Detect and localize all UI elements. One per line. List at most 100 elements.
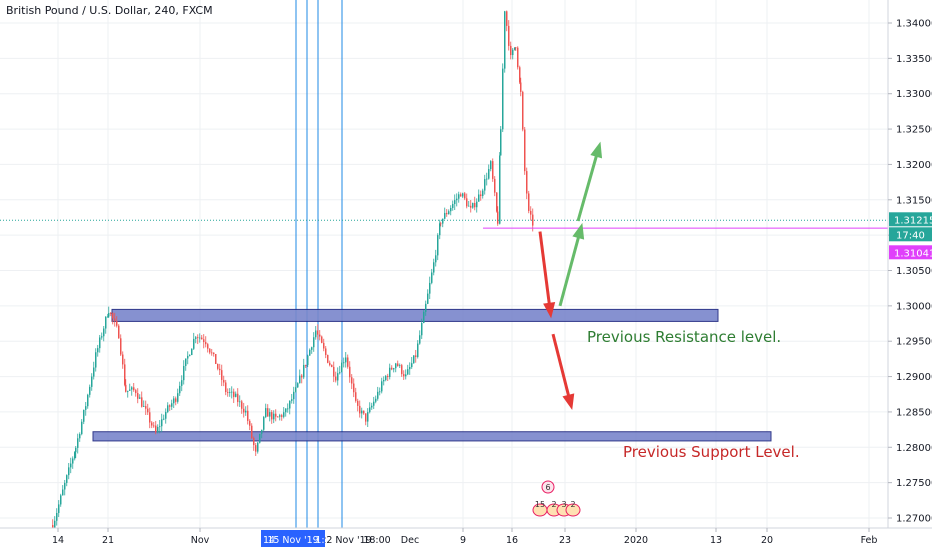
candle-body	[301, 375, 303, 378]
time-highlight-label: 1:	[315, 535, 324, 546]
candle-body	[66, 475, 68, 483]
candle-body	[245, 410, 247, 413]
candle-body	[279, 415, 281, 417]
candle-body	[56, 512, 58, 521]
candle-body	[315, 330, 317, 338]
candle-body	[219, 368, 221, 371]
candle-body	[108, 312, 110, 317]
arrow[interactable]	[576, 149, 600, 222]
annotations[interactable]: Previous Resistance level. Previous Suppo…	[587, 328, 800, 461]
candle-body	[482, 190, 484, 196]
candle-body	[235, 393, 237, 397]
candle-body	[189, 355, 191, 356]
candle-body	[233, 391, 235, 397]
candle-body	[437, 235, 439, 256]
price-tick-label: 1.33500	[896, 54, 932, 65]
candle-body	[295, 387, 297, 392]
candle-body	[385, 375, 387, 380]
candle-body	[517, 47, 519, 68]
arrow[interactable]	[551, 333, 572, 402]
candle-body	[151, 422, 153, 426]
candle-body	[522, 91, 524, 130]
candle-body	[397, 363, 399, 367]
candle-body	[110, 312, 112, 314]
candle-body	[277, 416, 279, 418]
candle-body	[399, 365, 401, 367]
candle-body	[474, 203, 476, 208]
resistance-zone[interactable]	[111, 308, 719, 322]
candle-body	[367, 412, 369, 422]
candle-body	[54, 520, 56, 530]
horizontal-lines[interactable]	[0, 219, 888, 229]
price-tick-label: 1.27500	[896, 478, 932, 489]
candle-body	[221, 370, 223, 380]
candle-body	[265, 408, 267, 418]
price-axis[interactable]: 1.34000 1.33500 1.33000 1.32500 1.32000 1.315…	[887, 0, 932, 550]
candle-body	[327, 354, 329, 363]
candle-body	[497, 211, 499, 224]
price-tick-label: 1.34000	[896, 19, 932, 30]
candle-body	[275, 413, 277, 417]
event-badge	[565, 503, 581, 517]
candle-body	[347, 357, 349, 367]
candle-body	[81, 421, 83, 435]
candle-body	[163, 418, 165, 420]
last-price-label: 1.31215	[894, 215, 932, 226]
candle-body	[407, 369, 409, 375]
candle-body	[339, 372, 341, 374]
candle-body	[401, 365, 403, 375]
zones[interactable]	[92, 308, 772, 442]
candle-body	[464, 193, 466, 199]
candle-body	[211, 352, 213, 354]
candle-body	[145, 406, 147, 409]
candle-body	[213, 352, 215, 354]
arrow[interactable]	[538, 231, 552, 310]
candle-body	[271, 412, 273, 420]
candle-body	[62, 489, 64, 496]
candle-body	[133, 387, 135, 391]
price-tick-label: 1.28500	[896, 407, 932, 418]
candle-body	[95, 352, 97, 368]
candle-body	[89, 386, 91, 395]
arrows[interactable]	[538, 141, 603, 411]
candle-body	[524, 129, 526, 172]
support-label: Previous Support Level.	[623, 443, 800, 461]
price-tick-label: 1.32500	[896, 125, 932, 136]
candle-body	[307, 355, 309, 365]
candle-body	[283, 412, 285, 417]
candle-body	[74, 452, 76, 459]
price-tick-label: 1.32000	[896, 160, 932, 171]
candle-body	[114, 318, 116, 321]
time-tick-label: Nov	[191, 535, 210, 546]
candle-body	[171, 403, 173, 407]
candle-body	[167, 405, 169, 412]
candle-body	[329, 362, 331, 366]
candle-body	[281, 415, 283, 417]
candle-body	[490, 161, 492, 170]
candle-body	[466, 198, 468, 207]
candle-body	[143, 406, 145, 407]
arrow[interactable]	[558, 231, 582, 307]
candle-body	[137, 393, 139, 399]
candle-body	[452, 203, 454, 208]
support-zone[interactable]	[92, 431, 772, 442]
candle-body	[52, 525, 54, 530]
candle-body	[403, 374, 405, 377]
price-tick-label: 1.30500	[896, 266, 932, 277]
candle-body	[205, 342, 207, 345]
candle-body	[519, 67, 521, 83]
candle-body	[267, 408, 269, 417]
candle-body	[187, 355, 189, 359]
candle-body	[377, 391, 379, 399]
event-badges[interactable]: 615 2 3 2	[532, 480, 581, 517]
candle-body	[492, 161, 494, 179]
time-tick-label: 23	[559, 535, 571, 546]
candle-body	[409, 367, 411, 370]
candle-body	[273, 413, 275, 420]
candle-body	[269, 412, 271, 417]
vertical-markers	[295, 0, 343, 528]
candle-body	[197, 337, 199, 339]
candle-body	[323, 342, 325, 349]
